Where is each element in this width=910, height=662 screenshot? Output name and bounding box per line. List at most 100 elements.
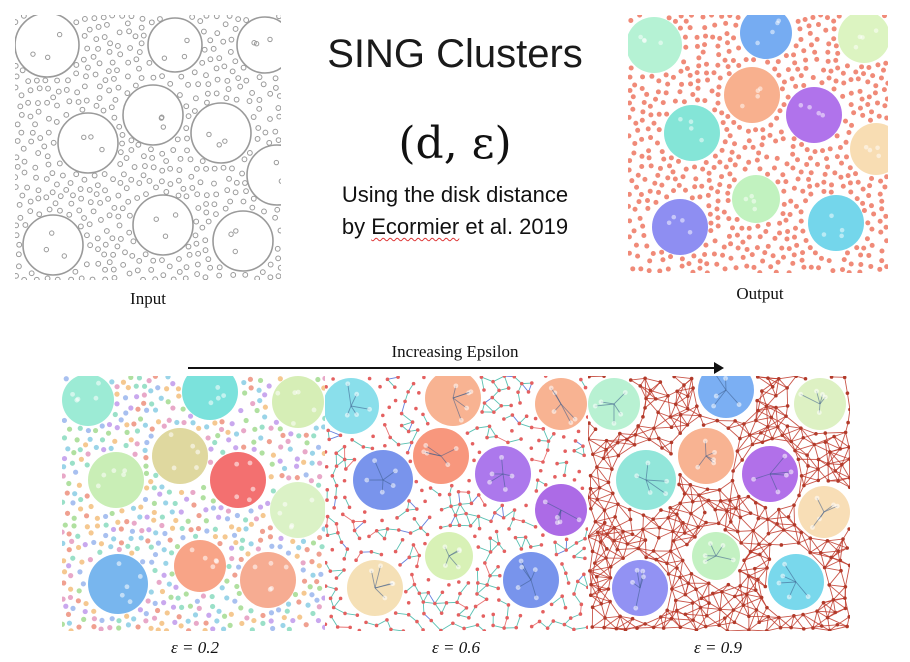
panel-point [88, 530, 94, 536]
panel-point [568, 616, 573, 620]
panel-point [138, 535, 144, 541]
panel-point [239, 545, 245, 551]
output-point [723, 164, 729, 170]
graph-edge [841, 446, 850, 465]
input-point [16, 263, 22, 270]
panel-point [576, 429, 581, 434]
graph-edge [637, 425, 650, 440]
panel-point [414, 479, 419, 484]
panel-point [180, 535, 186, 541]
panel-point [193, 620, 199, 626]
graph-edge [614, 516, 624, 532]
output-point [749, 252, 755, 258]
output-point [638, 266, 644, 272]
panel-point [322, 415, 325, 422]
input-point [132, 33, 139, 40]
cluster-point [647, 490, 653, 495]
input-point [90, 53, 97, 60]
input-point [176, 167, 183, 173]
panel-point [643, 538, 648, 542]
graph-edge [828, 463, 842, 465]
panel-point [808, 536, 813, 540]
output-point [699, 183, 705, 189]
panel-point [134, 394, 140, 400]
panel-point [112, 411, 118, 418]
input-point [84, 45, 91, 52]
panel-point [816, 478, 821, 483]
graph-edge [748, 629, 767, 631]
graph-edge [767, 519, 769, 534]
output-point [695, 85, 701, 91]
panel-point [331, 377, 335, 381]
output-cluster-point [755, 40, 760, 46]
output-point [770, 253, 776, 259]
output-point [781, 102, 787, 108]
panel-point [439, 628, 443, 631]
graph-edge [594, 548, 608, 564]
panel-point [526, 390, 531, 394]
input-point [44, 54, 51, 60]
panel-point [429, 618, 434, 623]
panel-point [691, 618, 695, 622]
cluster-point [215, 385, 221, 390]
graph-edge [480, 376, 485, 391]
panel-point [334, 576, 339, 580]
panel-point [781, 528, 786, 532]
graph-edge [832, 599, 836, 613]
cluster-point [252, 564, 258, 570]
panel-point [280, 622, 286, 629]
panel-point [385, 377, 390, 382]
graph-edge [714, 509, 720, 524]
output-cluster-point [839, 233, 844, 239]
panel-point [103, 522, 109, 528]
panel-point [205, 435, 211, 441]
cluster-point [111, 468, 117, 474]
panel-point [143, 618, 149, 624]
panel-point [523, 535, 528, 539]
panel-point [784, 414, 788, 418]
graph-edge [652, 509, 662, 520]
panel-point [232, 598, 238, 604]
input-point [15, 138, 21, 144]
output-point [666, 15, 672, 21]
graph-edge [657, 395, 669, 413]
graph-edge [606, 516, 616, 535]
output-point [724, 40, 730, 46]
cluster-point [489, 471, 495, 477]
graph-edge [671, 567, 678, 590]
input-point [54, 181, 60, 188]
panel-point [66, 426, 73, 432]
graph-edge [682, 522, 699, 528]
output-point [792, 60, 798, 66]
output-cluster [786, 87, 842, 143]
output-point [789, 76, 795, 82]
panel-point [572, 478, 577, 482]
panel-point [342, 568, 346, 572]
graph-edge [752, 518, 759, 531]
cluster-point [611, 421, 617, 426]
graph-edge [574, 450, 585, 456]
output-point [807, 245, 813, 251]
panel-point [412, 582, 417, 587]
panel-point [497, 598, 501, 602]
graph-edge [794, 450, 809, 467]
graph-edge [721, 591, 734, 611]
output-point [751, 264, 757, 270]
panel-point [200, 495, 206, 501]
panel-point [625, 542, 630, 546]
graph-edge [700, 607, 721, 610]
output-cluster [740, 15, 792, 59]
panel-point [789, 439, 794, 444]
input-point [61, 253, 68, 259]
panel-point [165, 399, 171, 405]
output-point [820, 148, 826, 154]
input-disk [212, 210, 274, 272]
panel-point [62, 455, 68, 462]
panel-point [591, 452, 595, 457]
input-point [78, 275, 85, 280]
panel-point [163, 628, 170, 631]
output-point [688, 15, 694, 18]
output-point [860, 200, 866, 206]
graph-edge [506, 604, 509, 618]
cluster-edge [502, 473, 506, 490]
